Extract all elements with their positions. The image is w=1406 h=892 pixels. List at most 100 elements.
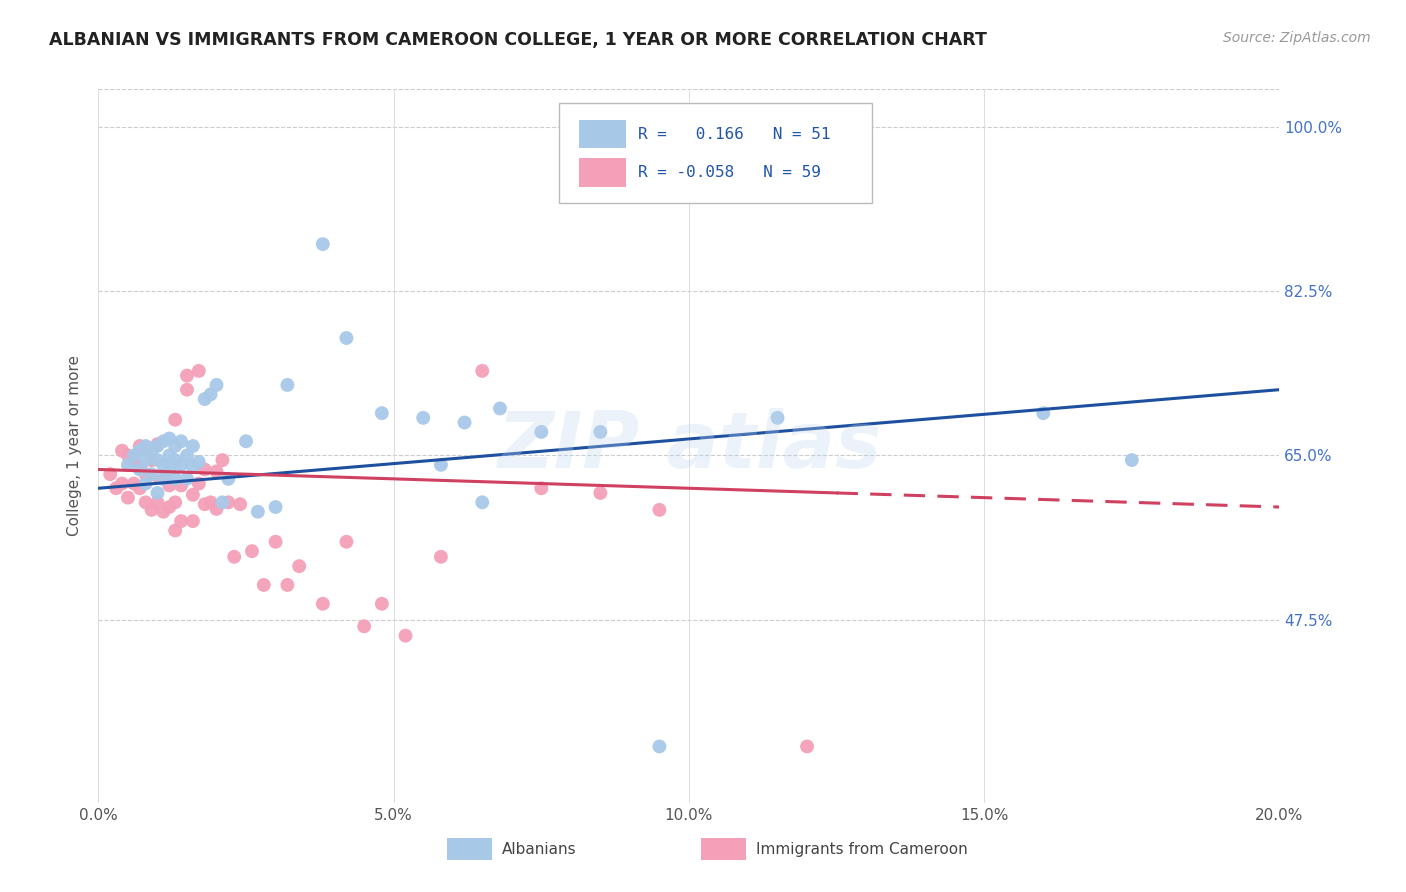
Point	[194, 392, 217, 406]
Text: R =   0.166   N = 51: R = 0.166 N = 51	[638, 127, 831, 142]
Point	[165, 495, 187, 509]
Point	[128, 459, 150, 474]
FancyBboxPatch shape	[579, 120, 626, 148]
Point	[111, 443, 134, 458]
Point	[530, 481, 553, 495]
Point	[187, 476, 209, 491]
Point	[224, 549, 246, 564]
FancyBboxPatch shape	[447, 838, 492, 860]
Point	[170, 458, 193, 472]
Point	[412, 410, 434, 425]
Point	[165, 524, 187, 538]
Point	[157, 500, 180, 514]
Point	[170, 434, 193, 449]
Point	[200, 495, 222, 509]
Point	[128, 462, 150, 476]
Point	[141, 453, 163, 467]
Point	[128, 439, 150, 453]
Point	[146, 469, 169, 483]
Point	[98, 467, 121, 482]
Point	[165, 453, 187, 467]
Point	[135, 441, 157, 455]
Point	[135, 476, 157, 491]
Text: Source: ZipAtlas.com: Source: ZipAtlas.com	[1223, 31, 1371, 45]
FancyBboxPatch shape	[700, 838, 745, 860]
Point	[589, 425, 612, 439]
Point	[471, 364, 494, 378]
Text: ALBANIAN VS IMMIGRANTS FROM CAMEROON COLLEGE, 1 YEAR OR MORE CORRELATION CHART: ALBANIAN VS IMMIGRANTS FROM CAMEROON COL…	[49, 31, 987, 49]
Point	[205, 464, 228, 478]
Point	[453, 416, 475, 430]
Point	[165, 439, 187, 453]
Point	[187, 455, 209, 469]
Point	[122, 453, 145, 467]
Point	[394, 629, 416, 643]
Point	[146, 495, 169, 509]
Point	[648, 739, 671, 754]
Point	[530, 425, 553, 439]
Point	[128, 443, 150, 458]
Point	[141, 467, 163, 482]
Point	[146, 486, 169, 500]
Point	[141, 503, 163, 517]
FancyBboxPatch shape	[579, 159, 626, 187]
Point	[135, 467, 157, 482]
Point	[240, 544, 263, 558]
Point	[170, 514, 193, 528]
Point	[430, 458, 453, 472]
Point	[170, 478, 193, 492]
Point	[312, 597, 335, 611]
Point	[1121, 453, 1143, 467]
Point	[276, 578, 298, 592]
Point	[152, 472, 174, 486]
Point	[471, 495, 494, 509]
Point	[141, 443, 163, 458]
Point	[335, 534, 357, 549]
Point	[235, 434, 257, 449]
Point	[276, 378, 298, 392]
Point	[217, 495, 239, 509]
Point	[489, 401, 512, 416]
Point	[176, 383, 198, 397]
Point	[146, 437, 169, 451]
Point	[117, 491, 139, 505]
Point	[181, 514, 204, 528]
Y-axis label: College, 1 year or more: College, 1 year or more	[66, 356, 82, 536]
Point	[353, 619, 375, 633]
Point	[146, 453, 169, 467]
Text: Albanians: Albanians	[502, 842, 576, 856]
Point	[135, 495, 157, 509]
Point	[181, 459, 204, 474]
Point	[128, 481, 150, 495]
Point	[152, 458, 174, 472]
Point	[117, 449, 139, 463]
Point	[312, 237, 335, 252]
Point	[176, 449, 198, 463]
Point	[176, 472, 198, 486]
Point	[122, 449, 145, 463]
Point	[371, 406, 394, 420]
Point	[152, 505, 174, 519]
Point	[288, 559, 311, 574]
Point	[264, 534, 287, 549]
Point	[194, 462, 217, 476]
Point	[589, 486, 612, 500]
Point	[165, 472, 187, 486]
Point	[135, 453, 157, 467]
Point	[181, 439, 204, 453]
Point	[264, 500, 287, 514]
Point	[371, 597, 394, 611]
Point	[229, 497, 252, 511]
Point	[157, 449, 180, 463]
Point	[105, 481, 128, 495]
Point	[648, 503, 671, 517]
Point	[246, 505, 269, 519]
Point	[430, 549, 453, 564]
Point	[152, 472, 174, 486]
Point	[117, 458, 139, 472]
Point	[217, 472, 239, 486]
Point	[157, 478, 180, 492]
Point	[211, 495, 233, 509]
Point	[205, 378, 228, 392]
FancyBboxPatch shape	[560, 103, 872, 203]
